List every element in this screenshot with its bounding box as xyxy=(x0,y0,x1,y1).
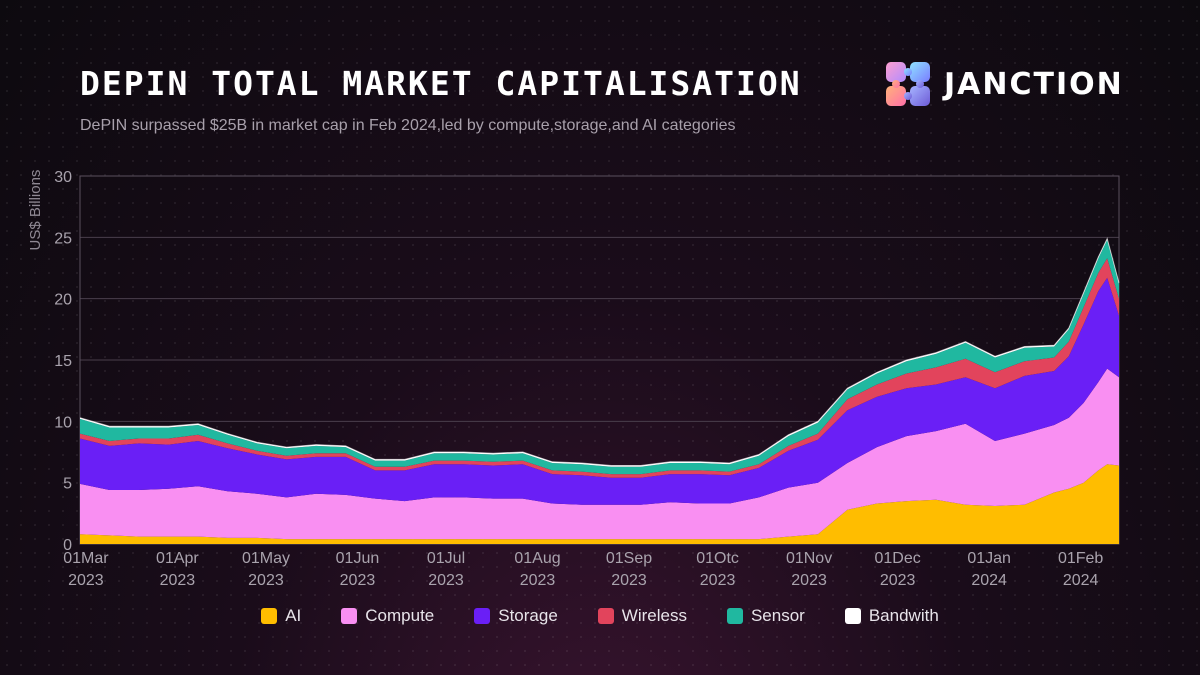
y-tick-label: 15 xyxy=(54,353,72,370)
y-tick-label: 30 xyxy=(54,169,72,186)
x-tick-label: 01May xyxy=(242,550,290,567)
bandwith-top-line xyxy=(79,237,1120,466)
x-tick-label: 01Jun xyxy=(336,550,380,567)
x-tick-year: 2023 xyxy=(248,572,284,589)
legend-label: Bandwith xyxy=(868,606,939,625)
x-tick-label: 01Jan xyxy=(967,550,1011,567)
x-tick-year: 2023 xyxy=(791,572,827,589)
x-tick-label: 01Apr xyxy=(156,550,199,567)
x-tick-year: 2023 xyxy=(160,572,196,589)
x-tick-label: 01Mar xyxy=(63,550,109,567)
legend-label: Compute xyxy=(365,606,435,625)
x-tick-year: 2023 xyxy=(520,572,556,589)
x-tick-label: 01Nov xyxy=(786,550,832,567)
x-tick-label: 01Aug xyxy=(514,550,560,567)
x-tick-year: 2024 xyxy=(971,572,1007,589)
x-tick-label: 01Sep xyxy=(606,550,652,567)
legend-swatch xyxy=(597,608,614,624)
chart-subtitle: DePIN surpassed $25B in market cap in Fe… xyxy=(80,117,736,134)
legend-label: Storage xyxy=(498,606,558,625)
area-series-compute xyxy=(80,368,1119,540)
x-tick-label: 01Dec xyxy=(874,550,920,567)
legend-swatch xyxy=(726,608,743,624)
x-tick-year: 2023 xyxy=(700,572,736,589)
x-tick-year: 2023 xyxy=(340,572,376,589)
legend-item-storage: Storage xyxy=(474,606,558,626)
legend-swatch xyxy=(261,608,278,624)
x-tick-label: 01Otc xyxy=(696,550,739,567)
legend-swatch xyxy=(341,608,358,624)
legend-item-compute: Compute xyxy=(341,606,434,626)
y-tick-label: 5 xyxy=(63,476,72,493)
legend-item-sensor: Sensor xyxy=(726,606,805,626)
y-tick-label: 0 xyxy=(63,537,72,554)
y-axis-label: US$ Billions xyxy=(27,170,44,251)
y-tick-label: 20 xyxy=(54,292,72,309)
brand-logo: JANCTION xyxy=(884,60,1124,108)
x-tick-label: 01Jul xyxy=(427,550,465,567)
brand-name: JANCTION xyxy=(944,66,1124,102)
x-tick-label: 01Feb xyxy=(1058,550,1103,567)
x-tick-year: 2023 xyxy=(68,572,104,589)
x-tick-year: 2023 xyxy=(428,572,464,589)
puzzle-logo-icon xyxy=(886,62,930,106)
area-layer xyxy=(79,237,1120,544)
area-series-ai xyxy=(80,464,1119,544)
legend-swatch xyxy=(844,608,861,624)
x-tick-year: 2024 xyxy=(1063,572,1099,589)
legend-item-wireless: Wireless xyxy=(597,606,687,626)
legend-item-ai: AI xyxy=(261,606,301,626)
legend-label: Sensor xyxy=(750,606,805,625)
legend-label: AI xyxy=(285,606,302,625)
x-tick-year: 2023 xyxy=(880,572,916,589)
chart-title: DEPIN TOTAL MARKET CAPITALISATION xyxy=(80,64,802,103)
axis-layer: 0 5 10 15 20 25 30 01Mar 2023 01Apr 2023 01May 2023 0… xyxy=(54,169,1103,589)
area-series-storage xyxy=(80,277,1119,505)
chart-legend: AI Compute Storage Wireless Sensor Bandwith xyxy=(0,606,1200,626)
legend-swatch xyxy=(474,608,491,624)
legend-item-bandwith: Bandwith xyxy=(844,606,939,626)
y-tick-label: 10 xyxy=(54,414,72,431)
x-tick-year: 2023 xyxy=(611,572,647,589)
legend-label: Wireless xyxy=(621,606,687,625)
y-tick-label: 25 xyxy=(54,230,72,247)
